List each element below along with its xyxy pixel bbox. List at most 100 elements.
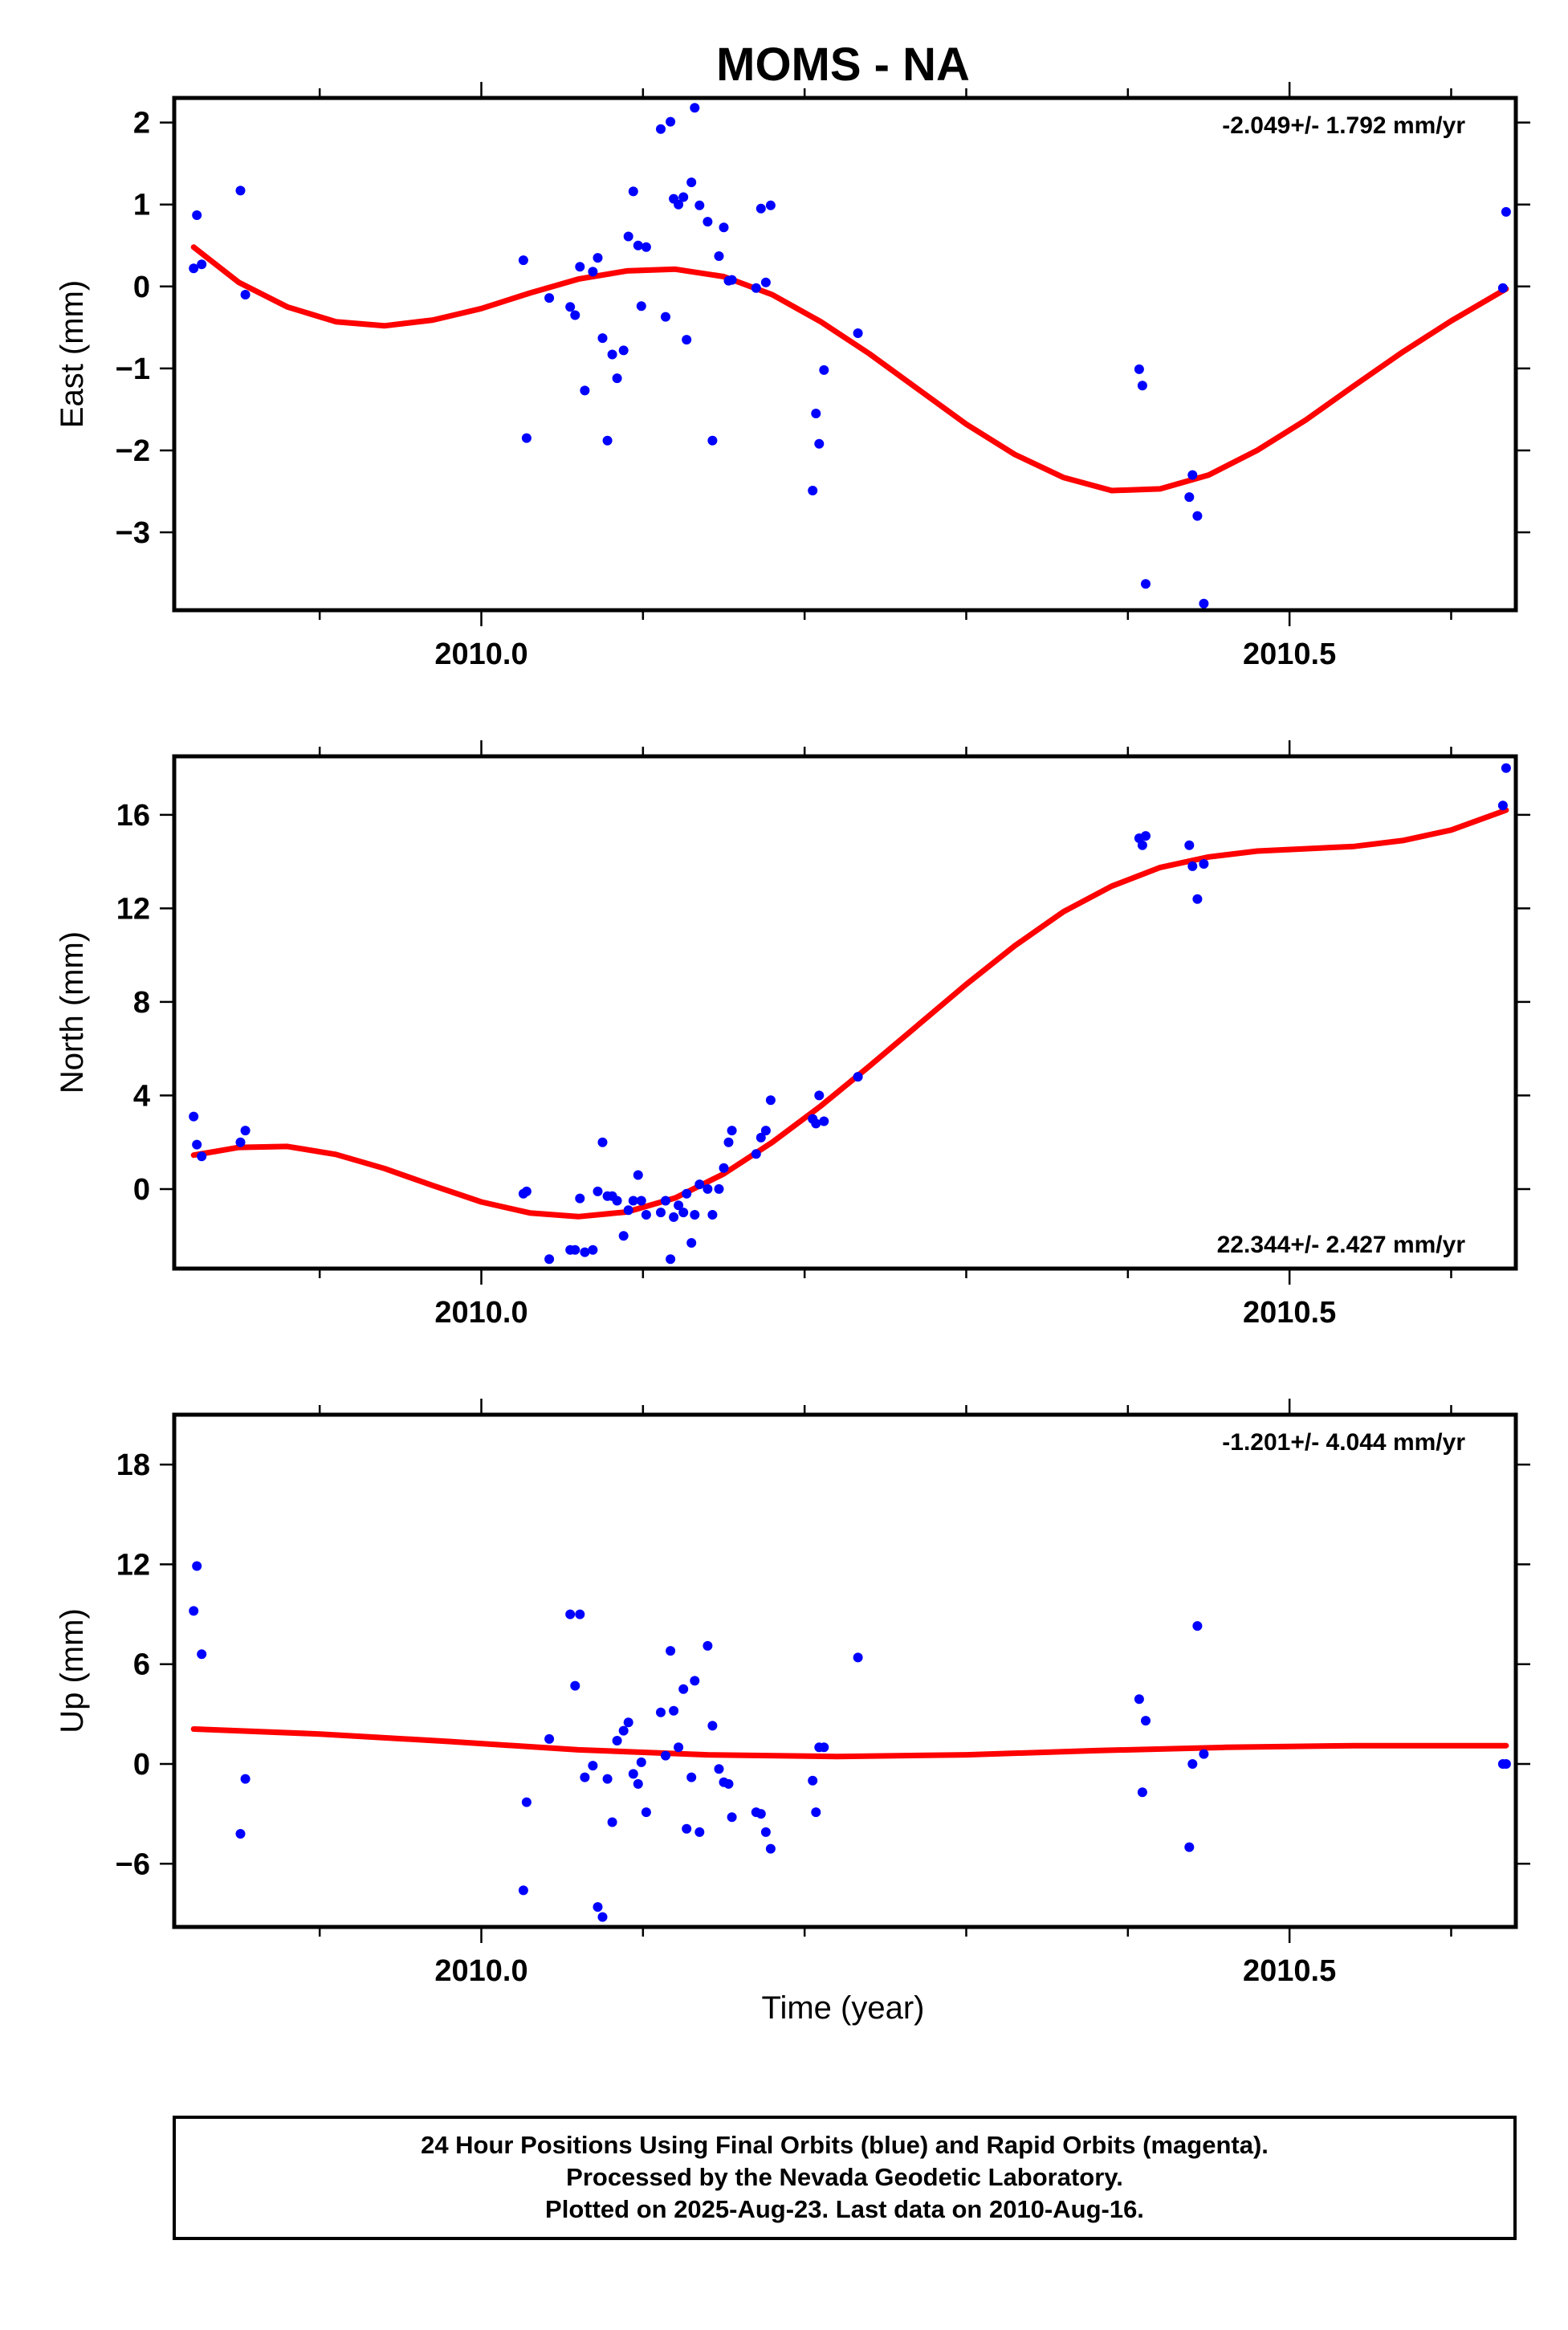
y-tick-label: −1 <box>116 352 150 386</box>
x-tick-label: 2010.0 <box>434 1296 527 1330</box>
data-point <box>707 1210 718 1220</box>
plot-frame <box>172 1412 1518 1929</box>
y-tick-label: 1 <box>133 189 150 222</box>
plot-frame <box>172 754 1518 1271</box>
data-point <box>686 177 697 188</box>
data-point <box>189 263 199 274</box>
y-tick-label: 6 <box>133 1648 150 1682</box>
data-point <box>1501 1759 1511 1769</box>
data-point <box>633 1170 643 1180</box>
data-point <box>633 240 643 251</box>
data-point <box>593 253 603 263</box>
data-point <box>235 1829 246 1839</box>
data-point <box>588 1244 598 1255</box>
data-point <box>612 1736 622 1745</box>
data-point <box>808 486 818 495</box>
data-point <box>755 203 766 214</box>
data-point <box>678 1208 689 1218</box>
y-tick-label: 0 <box>133 1748 150 1782</box>
data-point <box>602 435 613 446</box>
data-point <box>612 373 622 384</box>
data-point <box>682 1188 692 1199</box>
data-point <box>727 1812 737 1823</box>
y-axis-label: North (mm) <box>55 931 90 1094</box>
data-point <box>719 1163 729 1173</box>
data-point <box>623 231 633 242</box>
data-point <box>1137 1787 1147 1798</box>
data-point <box>521 1797 531 1807</box>
data-point <box>714 1764 724 1774</box>
data-point <box>628 1769 638 1779</box>
footer-line-2: Processed by the Nevada Geodetic Laborat… <box>566 2163 1123 2191</box>
data-point <box>1501 206 1511 217</box>
data-point <box>723 1137 734 1147</box>
data-point <box>707 435 718 446</box>
data-point <box>1184 840 1195 850</box>
data-point <box>1141 579 1151 589</box>
chart-title: MOMS - NA <box>716 39 970 91</box>
data-point <box>674 199 684 210</box>
data-point <box>1184 1842 1195 1852</box>
data-point <box>678 192 689 202</box>
data-point <box>819 365 829 375</box>
data-point <box>607 349 617 360</box>
y-tick-label: 2 <box>133 107 150 141</box>
data-point <box>1199 598 1209 609</box>
data-point <box>1192 511 1203 521</box>
data-point <box>636 1757 646 1767</box>
data-point <box>808 1775 818 1786</box>
data-point <box>518 1885 528 1896</box>
data-point <box>707 1721 718 1731</box>
north-panel: 2010.0 2010.5 0 4 8 12 16 North (mm) 22.344+/- 2… <box>55 740 1530 1330</box>
velocity-annotation: -1.201+/- 4.044 mm/yr <box>1222 1429 1465 1456</box>
data-point <box>755 1132 766 1143</box>
data-point <box>623 1717 633 1728</box>
data-point <box>690 1676 700 1686</box>
data-point <box>811 409 821 418</box>
data-point <box>682 335 692 345</box>
data-point <box>565 1609 576 1619</box>
model-fit-line <box>190 807 1509 1220</box>
y-tick-label: 8 <box>133 986 150 1020</box>
data-point <box>853 1072 863 1082</box>
data-point <box>666 1254 676 1265</box>
data-point <box>192 1139 202 1150</box>
data-point <box>597 333 608 344</box>
x-tick-label: 2010.0 <box>434 637 527 671</box>
data-point <box>240 1126 250 1136</box>
data-point <box>570 1680 580 1691</box>
data-point <box>1187 861 1198 871</box>
data-point <box>714 1183 724 1194</box>
data-point <box>641 1210 651 1220</box>
data-point <box>580 1247 590 1257</box>
data-point <box>618 345 629 356</box>
y-axis-label: East (mm) <box>55 280 90 428</box>
data-point <box>853 328 863 338</box>
data-point <box>694 200 705 210</box>
data-point <box>678 1684 689 1694</box>
data-point <box>1501 763 1511 773</box>
data-point <box>544 293 555 303</box>
data-point <box>751 283 761 293</box>
data-point <box>618 1725 629 1736</box>
data-point <box>570 310 580 320</box>
data-point <box>853 1652 863 1663</box>
data-point <box>811 1807 821 1818</box>
data-point <box>197 259 207 270</box>
data-point <box>575 1193 585 1204</box>
data-point <box>765 200 776 210</box>
data-point <box>714 251 724 261</box>
data-point <box>674 1200 684 1211</box>
footer-line-1: 24 Hour Positions Using Final Orbits (bl… <box>421 2131 1269 2159</box>
x-tick-label: 2010.0 <box>434 1954 527 1988</box>
data-point <box>618 1231 629 1241</box>
data-point <box>628 186 638 197</box>
data-point <box>1192 894 1203 904</box>
data-point <box>703 217 713 227</box>
data-point <box>694 1827 705 1837</box>
x-tick-label: 2010.5 <box>1243 637 1336 671</box>
model-fit-line <box>190 1726 1509 1760</box>
data-point <box>628 1196 638 1206</box>
data-point <box>641 242 651 252</box>
